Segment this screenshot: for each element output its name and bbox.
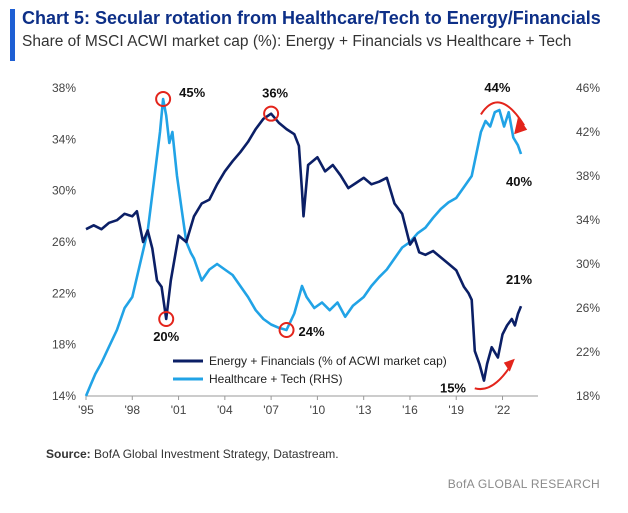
- series-line-energy-financials: [85, 112, 523, 382]
- y-right-tick-label: 34%: [576, 213, 600, 227]
- y-left-tick-label: 30%: [52, 184, 76, 198]
- x-tick-label: '98: [124, 403, 140, 417]
- series-line-healthcare-tech: [84, 97, 523, 397]
- y-left-tick-label: 26%: [52, 235, 76, 249]
- x-tick-label: '10: [310, 403, 326, 417]
- annotation-label: 21%: [506, 272, 532, 287]
- y-left-tick-label: 18%: [52, 338, 76, 352]
- y-left-tick-label: 38%: [52, 81, 76, 95]
- source-text: BofA Global Investment Strategy, Datastr…: [94, 447, 339, 461]
- y-right-tick-label: 46%: [576, 81, 600, 95]
- trend-arrow-down: [480, 101, 525, 126]
- annotation-label: 20%: [153, 329, 179, 344]
- y-right-tick-label: 38%: [576, 169, 600, 183]
- annotation-label: 40%: [506, 174, 532, 189]
- y-left-tick-label: 14%: [52, 389, 76, 403]
- annotation-label: 24%: [299, 324, 325, 339]
- x-tick-label: '22: [495, 403, 511, 417]
- annotation-label: 15%: [440, 381, 466, 396]
- y-right-tick-label: 26%: [576, 301, 600, 315]
- annotation-label: 36%: [262, 86, 288, 101]
- x-tick-label: '07: [263, 403, 279, 417]
- y-right-tick-label: 18%: [576, 389, 600, 403]
- annotation-circle: [158, 311, 175, 327]
- source-label: Source:: [46, 447, 91, 461]
- trend-arrow-up-head: [503, 358, 515, 372]
- y-right-tick-label: 30%: [576, 257, 600, 271]
- source-note: Source: BofA Global Investment Strategy,…: [46, 447, 339, 461]
- annotation-circle: [155, 91, 172, 107]
- x-tick-label: '04: [217, 403, 233, 417]
- chart-subtitle: Share of MSCI ACWI market cap (%): Energ…: [22, 33, 572, 50]
- x-tick-label: '16: [402, 403, 418, 417]
- x-tick-label: '95: [78, 403, 94, 417]
- legend-label: Healthcare + Tech (RHS): [209, 372, 343, 386]
- title-accent-bar: [10, 9, 15, 61]
- y-right-tick-label: 22%: [576, 345, 600, 359]
- x-tick-label: '01: [171, 403, 187, 417]
- trend-arrow-down-head: [514, 116, 528, 135]
- chart-title: Chart 5: Secular rotation from Healthcar…: [22, 8, 601, 28]
- annotation-circle: [278, 322, 295, 338]
- x-tick-label: '13: [356, 403, 372, 417]
- y-right-tick-label: 42%: [576, 125, 600, 139]
- legend-label: Energy + Financials (% of ACWI market ca…: [209, 354, 447, 368]
- y-left-tick-label: 22%: [52, 286, 76, 300]
- brand-label: BofA GLOBAL RESEARCH: [447, 477, 600, 491]
- annotation-label: 44%: [484, 80, 510, 95]
- x-tick-label: '19: [448, 403, 464, 417]
- annotation-circle: [263, 105, 280, 122]
- y-left-tick-label: 34%: [52, 132, 76, 146]
- annotation-label: 45%: [179, 85, 205, 100]
